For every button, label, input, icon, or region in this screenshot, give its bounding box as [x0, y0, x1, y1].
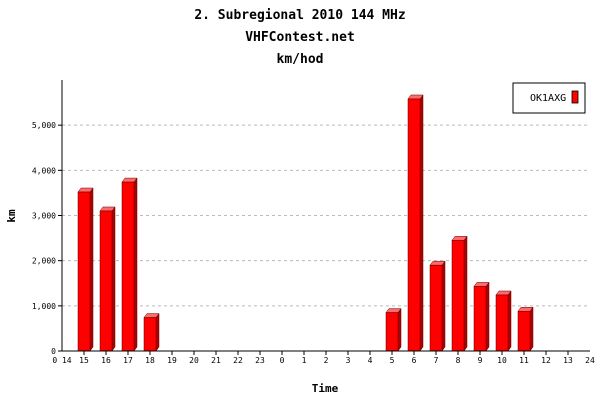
y-tick-label: 4,000	[32, 166, 56, 175]
x-tick-label: 17	[123, 356, 133, 365]
x-tick-label: 9	[478, 356, 483, 365]
bar-top	[385, 308, 402, 313]
x-tick-label: 3	[346, 356, 351, 365]
x-tick-label: 0	[280, 356, 285, 365]
bar	[77, 191, 91, 352]
bar-top	[407, 94, 424, 100]
bar-side	[507, 290, 512, 352]
bar-side	[529, 306, 534, 352]
bar-top	[99, 206, 116, 212]
bar-top	[495, 290, 512, 296]
x-tick-label: 15	[79, 356, 89, 365]
bar-top	[473, 282, 490, 287]
bar	[429, 264, 443, 352]
x-tick-label: 6	[412, 356, 417, 365]
x-tick-label: 20	[189, 356, 199, 365]
bar	[473, 286, 487, 352]
x-tick-label: 13	[563, 356, 573, 365]
x-tick-label: 8	[456, 356, 461, 365]
chart-subtitle: VHFContest.net	[245, 30, 355, 45]
chart-unit-subtitle: km/hod	[277, 52, 324, 67]
legend: OK1AXG	[512, 82, 586, 114]
y-ticks: 0 1,000 2,000 3,000 4,000 5,000	[32, 121, 62, 356]
bar	[143, 317, 157, 352]
bar-top	[77, 187, 94, 193]
x-tick-label: 5	[390, 356, 395, 365]
legend-label: OK1AXG	[530, 93, 566, 104]
bar	[99, 210, 113, 352]
bar-side	[111, 206, 116, 352]
bar	[121, 181, 135, 352]
bar-side	[485, 281, 490, 352]
x-axis-start-label: 0 14	[52, 356, 71, 365]
x-tick-label: 19	[167, 356, 177, 365]
x-tick-label: 18	[145, 356, 155, 365]
bar-side	[463, 235, 468, 352]
y-tick-label: 2,000	[32, 257, 56, 266]
bar-top	[429, 260, 446, 266]
bar-side	[419, 94, 424, 352]
bar	[385, 312, 399, 352]
y-tick-label: 3,000	[32, 212, 56, 221]
bar	[407, 98, 421, 352]
bar-side	[89, 187, 94, 352]
x-tick-label: 12	[541, 356, 551, 365]
bars	[77, 94, 534, 352]
bar	[495, 294, 509, 352]
bar-top	[517, 307, 534, 312]
x-tick-label: 21	[211, 356, 221, 365]
x-tick-label: 7	[434, 356, 439, 365]
x-tick-label: 11	[519, 356, 529, 365]
y-axis-label: km	[5, 209, 18, 223]
bar-top	[121, 177, 138, 183]
legend-swatch	[571, 90, 579, 104]
y-tick-label: 1,000	[32, 302, 56, 311]
bar-top	[143, 313, 160, 318]
bar-top	[451, 236, 468, 241]
bar-side	[441, 260, 446, 352]
y-tick-label: 0	[51, 347, 56, 356]
bar-side	[133, 177, 138, 352]
grid-lines	[62, 124, 590, 307]
bar-side	[397, 307, 402, 352]
x-axis-label: Time	[312, 382, 339, 395]
y-tick-label: 5,000	[32, 121, 56, 130]
x-tick-label: 23	[255, 356, 265, 365]
bar	[517, 311, 531, 352]
chart-title: 2. Subregional 2010 144 MHz	[194, 8, 405, 23]
x-tick-label: 4	[368, 356, 373, 365]
x-tick-label: 2	[324, 356, 329, 365]
x-tick-label: 22	[233, 356, 243, 365]
x-axis-end-label: 24	[585, 356, 595, 365]
bar-side	[155, 312, 160, 352]
x-tick-label: 1	[302, 356, 307, 365]
bar	[451, 240, 465, 352]
x-tick-label: 10	[497, 356, 507, 365]
x-tick-label: 16	[101, 356, 111, 365]
